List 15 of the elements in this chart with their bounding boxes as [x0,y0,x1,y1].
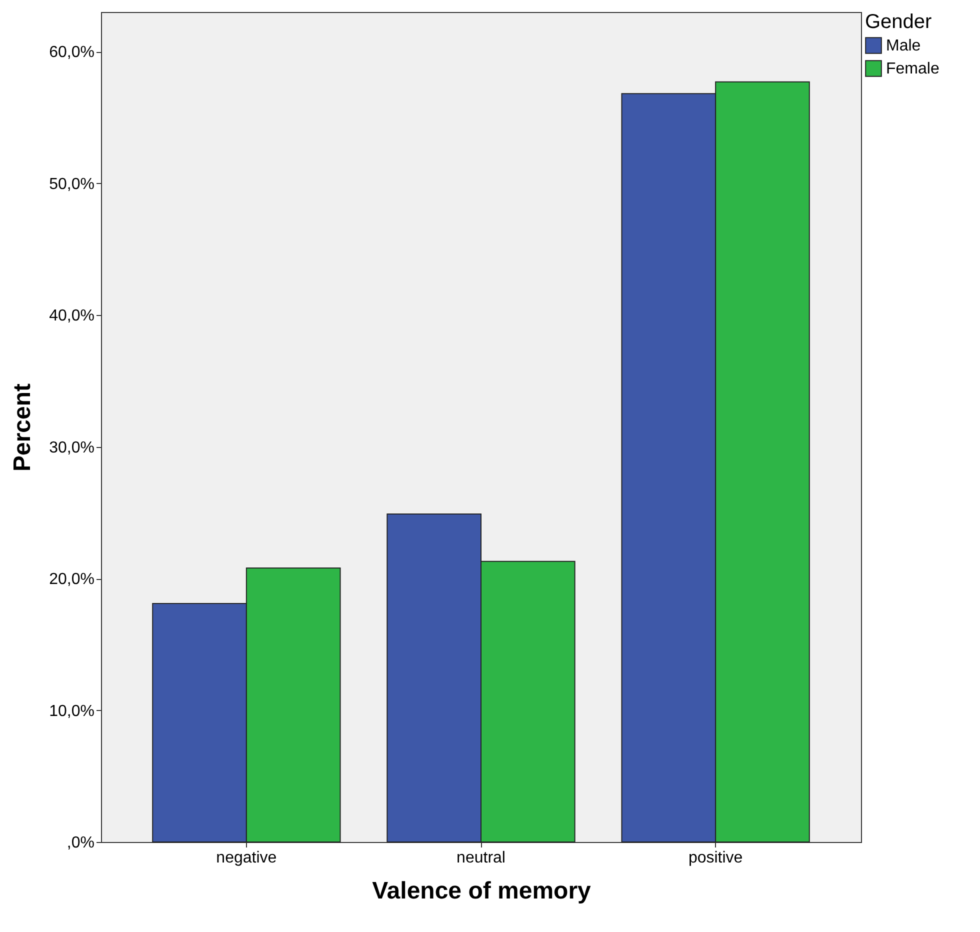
legend-title: Gender [865,11,932,33]
y-axis-title: Percent [9,383,36,472]
y-tick-label: 20,0% [49,571,94,588]
legend-label: Male [886,38,921,54]
legend-label: Female [886,60,940,78]
x-tick-label: positive [688,850,743,866]
x-tick-label: neutral [456,850,506,866]
y-tick-label: ,0% [66,834,94,852]
y-tick-label: 30,0% [49,439,94,456]
x-axis-title: Valence of memory [372,878,592,904]
y-tick-label: 50,0% [49,176,94,193]
y-tick-label: 40,0% [49,308,94,325]
x-tick-label: negative [216,850,277,866]
y-tick-label: 60,0% [49,44,94,62]
y-tick-label: 10,0% [49,702,94,720]
